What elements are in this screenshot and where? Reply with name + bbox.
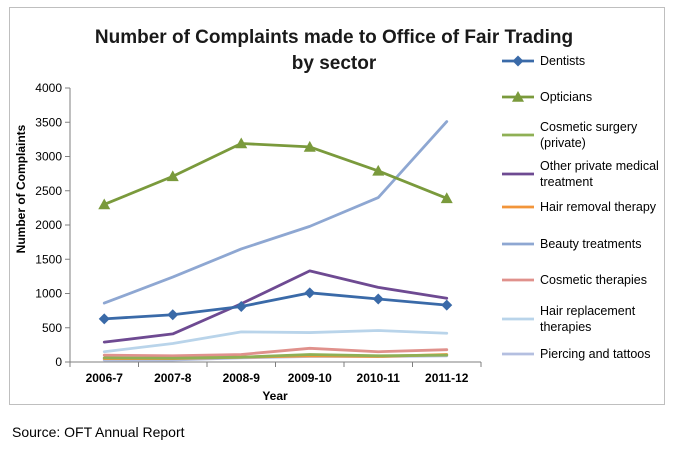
y-tick-label: 3500 — [35, 115, 62, 129]
y-tick-label: 3000 — [35, 150, 62, 164]
data-point — [98, 198, 111, 210]
data-point — [166, 170, 179, 182]
plot-area: 0 500 1000 1500 2000 2500 3000 3500 4000 2006-7 20… — [35, 81, 482, 385]
y-tick-label: 1500 — [35, 252, 62, 266]
legend-label: Piercing and tattoos — [540, 347, 651, 361]
series-line — [102, 353, 449, 360]
y-tick-label: 1000 — [35, 287, 62, 301]
legend-label: Beauty treatments — [540, 237, 641, 251]
series-line — [102, 142, 449, 206]
data-point — [303, 140, 316, 152]
x-axis-title: Year — [262, 389, 288, 403]
series-line — [102, 269, 449, 344]
data-point — [235, 301, 247, 313]
legend-label: Cosmetic therapies — [540, 273, 647, 287]
legend-label: Hair removal therapy — [540, 200, 657, 214]
legend-item: Dentists — [502, 54, 585, 68]
y-tick-label: 2500 — [35, 184, 62, 198]
series-cosmetic-surgery-private- — [102, 353, 449, 360]
legend-label: Hair replacement — [540, 304, 636, 318]
series-opticians — [98, 137, 453, 210]
legend-item: Hair removal therapy — [502, 200, 657, 214]
legend: Dentists Opticians Cosmetic surgery (privat… — [502, 54, 659, 361]
legend-label: Opticians — [540, 90, 592, 104]
x-tick-label: 2010-11 — [357, 371, 401, 385]
x-tick-label: 2008-9 — [223, 371, 261, 385]
y-tick-label: 0 — [55, 355, 62, 369]
series-dentists — [98, 287, 453, 325]
series-hair-replacement-therapies — [102, 329, 449, 354]
x-tick-label: 2011-12 — [425, 371, 469, 385]
data-point — [440, 192, 453, 204]
y-tick-label: 500 — [42, 321, 62, 335]
data-point — [304, 287, 316, 299]
legend-item: Cosmetic therapies — [502, 273, 647, 287]
data-point — [441, 299, 453, 311]
x-tick-label: 2009-10 — [288, 371, 332, 385]
legend-label: Dentists — [540, 54, 585, 68]
line-chart: Number of Complaints made to Office of F… — [14, 27, 659, 403]
data-point — [98, 313, 110, 325]
series-beauty-treatments — [102, 120, 449, 305]
series-line — [102, 346, 449, 358]
legend-label: treatment — [540, 175, 593, 189]
legend-marker — [512, 91, 524, 102]
legend-item: Opticians — [502, 90, 592, 104]
legend-item: Hair replacement therapies — [502, 304, 636, 334]
x-tick-label: 2007-8 — [154, 371, 192, 385]
series-cosmetic-therapies — [102, 346, 449, 358]
legend-item: Other private medical treatment — [502, 159, 659, 189]
data-point — [167, 309, 179, 321]
legend-label: therapies — [540, 320, 591, 334]
legend-marker — [512, 55, 524, 67]
legend-label: Other private medical — [540, 159, 659, 173]
source-note: Source: OFT Annual Report — [12, 424, 185, 440]
legend-item: Beauty treatments — [502, 237, 641, 251]
data-point — [235, 137, 248, 149]
legend-label: Cosmetic surgery — [540, 120, 638, 134]
chart-frame: Number of Complaints made to Office of F… — [9, 7, 665, 405]
series-line — [102, 120, 449, 305]
y-tick-label: 4000 — [35, 81, 62, 95]
data-point — [372, 293, 384, 305]
series-line — [102, 329, 449, 354]
y-tick-label: 2000 — [35, 218, 62, 232]
series-other-private-medical-treatment — [102, 269, 449, 344]
legend-item: Piercing and tattoos — [502, 347, 651, 361]
chart-title-line-2: by sector — [292, 53, 377, 74]
series-line — [102, 291, 449, 321]
chart-title-line-1: Number of Complaints made to Office of F… — [95, 27, 573, 48]
y-axis-title: Number of Complaints — [14, 124, 28, 253]
x-tick-label: 2006-7 — [86, 371, 124, 385]
data-point — [372, 164, 385, 176]
legend-label: (private) — [540, 136, 586, 150]
legend-item: Cosmetic surgery (private) — [502, 120, 638, 150]
